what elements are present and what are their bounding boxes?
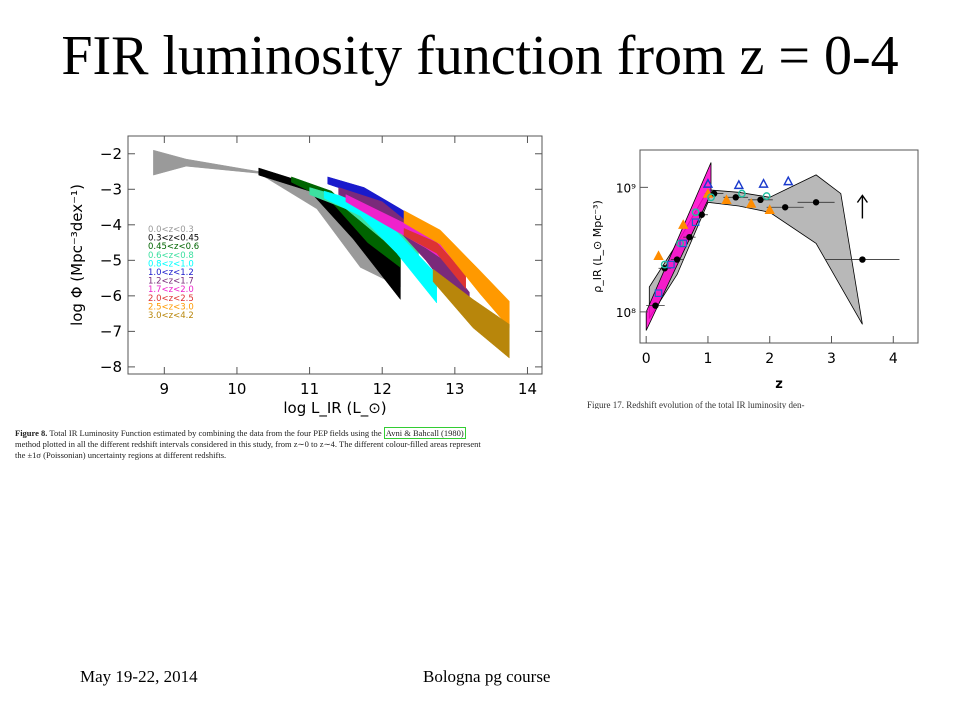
data-point: [710, 190, 718, 197]
legend-entry: 0.3<z<0.45: [148, 234, 199, 244]
x-tick-label: 1: [703, 351, 712, 367]
legend-entry: 0.6<z<0.8: [148, 251, 194, 261]
figure-17-caption: Figure 17. Redshift evolution of the tot…: [587, 400, 805, 409]
data-point: [678, 219, 689, 229]
y-tick-label: −4: [100, 216, 122, 234]
x-tick-label: 9: [160, 380, 170, 398]
data-point: [673, 256, 681, 263]
data-point: [764, 204, 775, 214]
y-tick-label: 10⁸: [616, 306, 636, 320]
plot-frame: [127, 135, 543, 375]
x-tick-label: 3: [827, 351, 836, 367]
legend-entry: 1.2<z<1.7: [148, 277, 194, 287]
footer-course: Bologna pg course: [423, 667, 551, 686]
data-point: [691, 208, 700, 217]
x-tick-label: 2: [765, 351, 774, 367]
y-tick-label: −8: [100, 358, 122, 376]
data-point: [698, 211, 705, 218]
lf-band-3.0-z-4.2: [432, 268, 510, 359]
legend-entry: 1.7<z<2.0: [148, 285, 194, 295]
legend-entry: 1.0<z<1.2: [148, 268, 194, 278]
data-point: [654, 289, 663, 297]
data-point: [721, 194, 732, 205]
legend-entry: 0.0<z<0.3: [148, 225, 194, 235]
slide-title: FIR luminosity function from z = 0-4: [61, 25, 899, 87]
plot-frame: [639, 149, 919, 344]
ir-luminosity-density-chart: 0 1 2 3 4 10⁸ 10⁹ z ρ_IR (L_⊙ Mpc⁻³): [591, 149, 919, 392]
data-point: [762, 192, 771, 200]
data-point: [652, 302, 659, 309]
figure-8-caption: Figure 8. Total IR Luminosity Function e…: [15, 427, 590, 461]
lf-band-2.0-z-2.5: [403, 228, 466, 290]
legend-entry: 0.8<z<1.0: [148, 259, 194, 269]
legend-entry: 2.0<z<2.5: [148, 294, 194, 304]
x-axis-label: log L_IR (L_⊙): [283, 399, 386, 418]
figure-8-text-1: Total IR Luminosity Function estimated b…: [47, 428, 384, 438]
x-tick-label: 11: [300, 380, 319, 398]
x-tick-label: 14: [518, 380, 537, 398]
y-tick-label: −2: [100, 145, 122, 163]
data-point: [686, 233, 693, 241]
data-point: [702, 178, 714, 188]
luminosity-function-chart: 9 10 11 12 13 14 −2 −3 −4 −5 −6 −7 −8 log L_IR (L_⊙) l…: [68, 135, 543, 418]
x-axis-label: z: [775, 377, 783, 392]
data-point: [707, 193, 715, 202]
x-tick-label: 10: [227, 380, 246, 398]
data-point: [746, 198, 757, 208]
data-point: [812, 199, 820, 206]
data-point: [732, 194, 739, 201]
figure-8-label: Figure 8.: [15, 428, 48, 438]
y-tick-label: −3: [100, 180, 122, 198]
legend-entry: 3.0<z<4.2: [148, 311, 194, 321]
data-point: [758, 178, 769, 188]
x-tick-label: 0: [642, 351, 651, 367]
x-tick-label: 4: [889, 351, 898, 367]
legend-entry: 2.5<z<3.0: [148, 302, 194, 312]
figure-8-text-2: method plotted in all the different reds…: [15, 439, 481, 449]
legend-entry: 0.45<z<0.6: [148, 242, 199, 252]
data-point: [757, 196, 764, 204]
y-axis-label: ρ_IR (L_⊙ Mpc⁻³): [591, 200, 604, 293]
y-tick-label: 10⁹: [616, 181, 636, 195]
data-point: [691, 218, 700, 227]
data-point: [653, 250, 664, 261]
y-tick-label: −7: [100, 322, 122, 340]
x-tick-label: 13: [445, 380, 464, 398]
y-tick-label: −6: [100, 287, 122, 305]
figure-8-text-3: the ±1σ (Poissonian) uncertainty regions…: [15, 450, 227, 460]
y-axis-label: log Φ (Mpc⁻³dex⁻¹): [68, 184, 86, 326]
data-point: [679, 239, 688, 248]
data-point: [738, 189, 746, 198]
data-point: [783, 175, 794, 186]
x-tick-label: 12: [373, 380, 392, 398]
upper-limit-arrow-head: [856, 194, 868, 203]
citation-link[interactable]: Avni & Bahcall (1980): [383, 427, 466, 439]
data-point: [859, 256, 866, 263]
data-point: [781, 204, 789, 211]
data-point: [733, 179, 745, 190]
footer-date: May 19-22, 2014: [80, 667, 198, 686]
data-point: [667, 260, 675, 269]
y-tick-label: −5: [100, 251, 122, 269]
